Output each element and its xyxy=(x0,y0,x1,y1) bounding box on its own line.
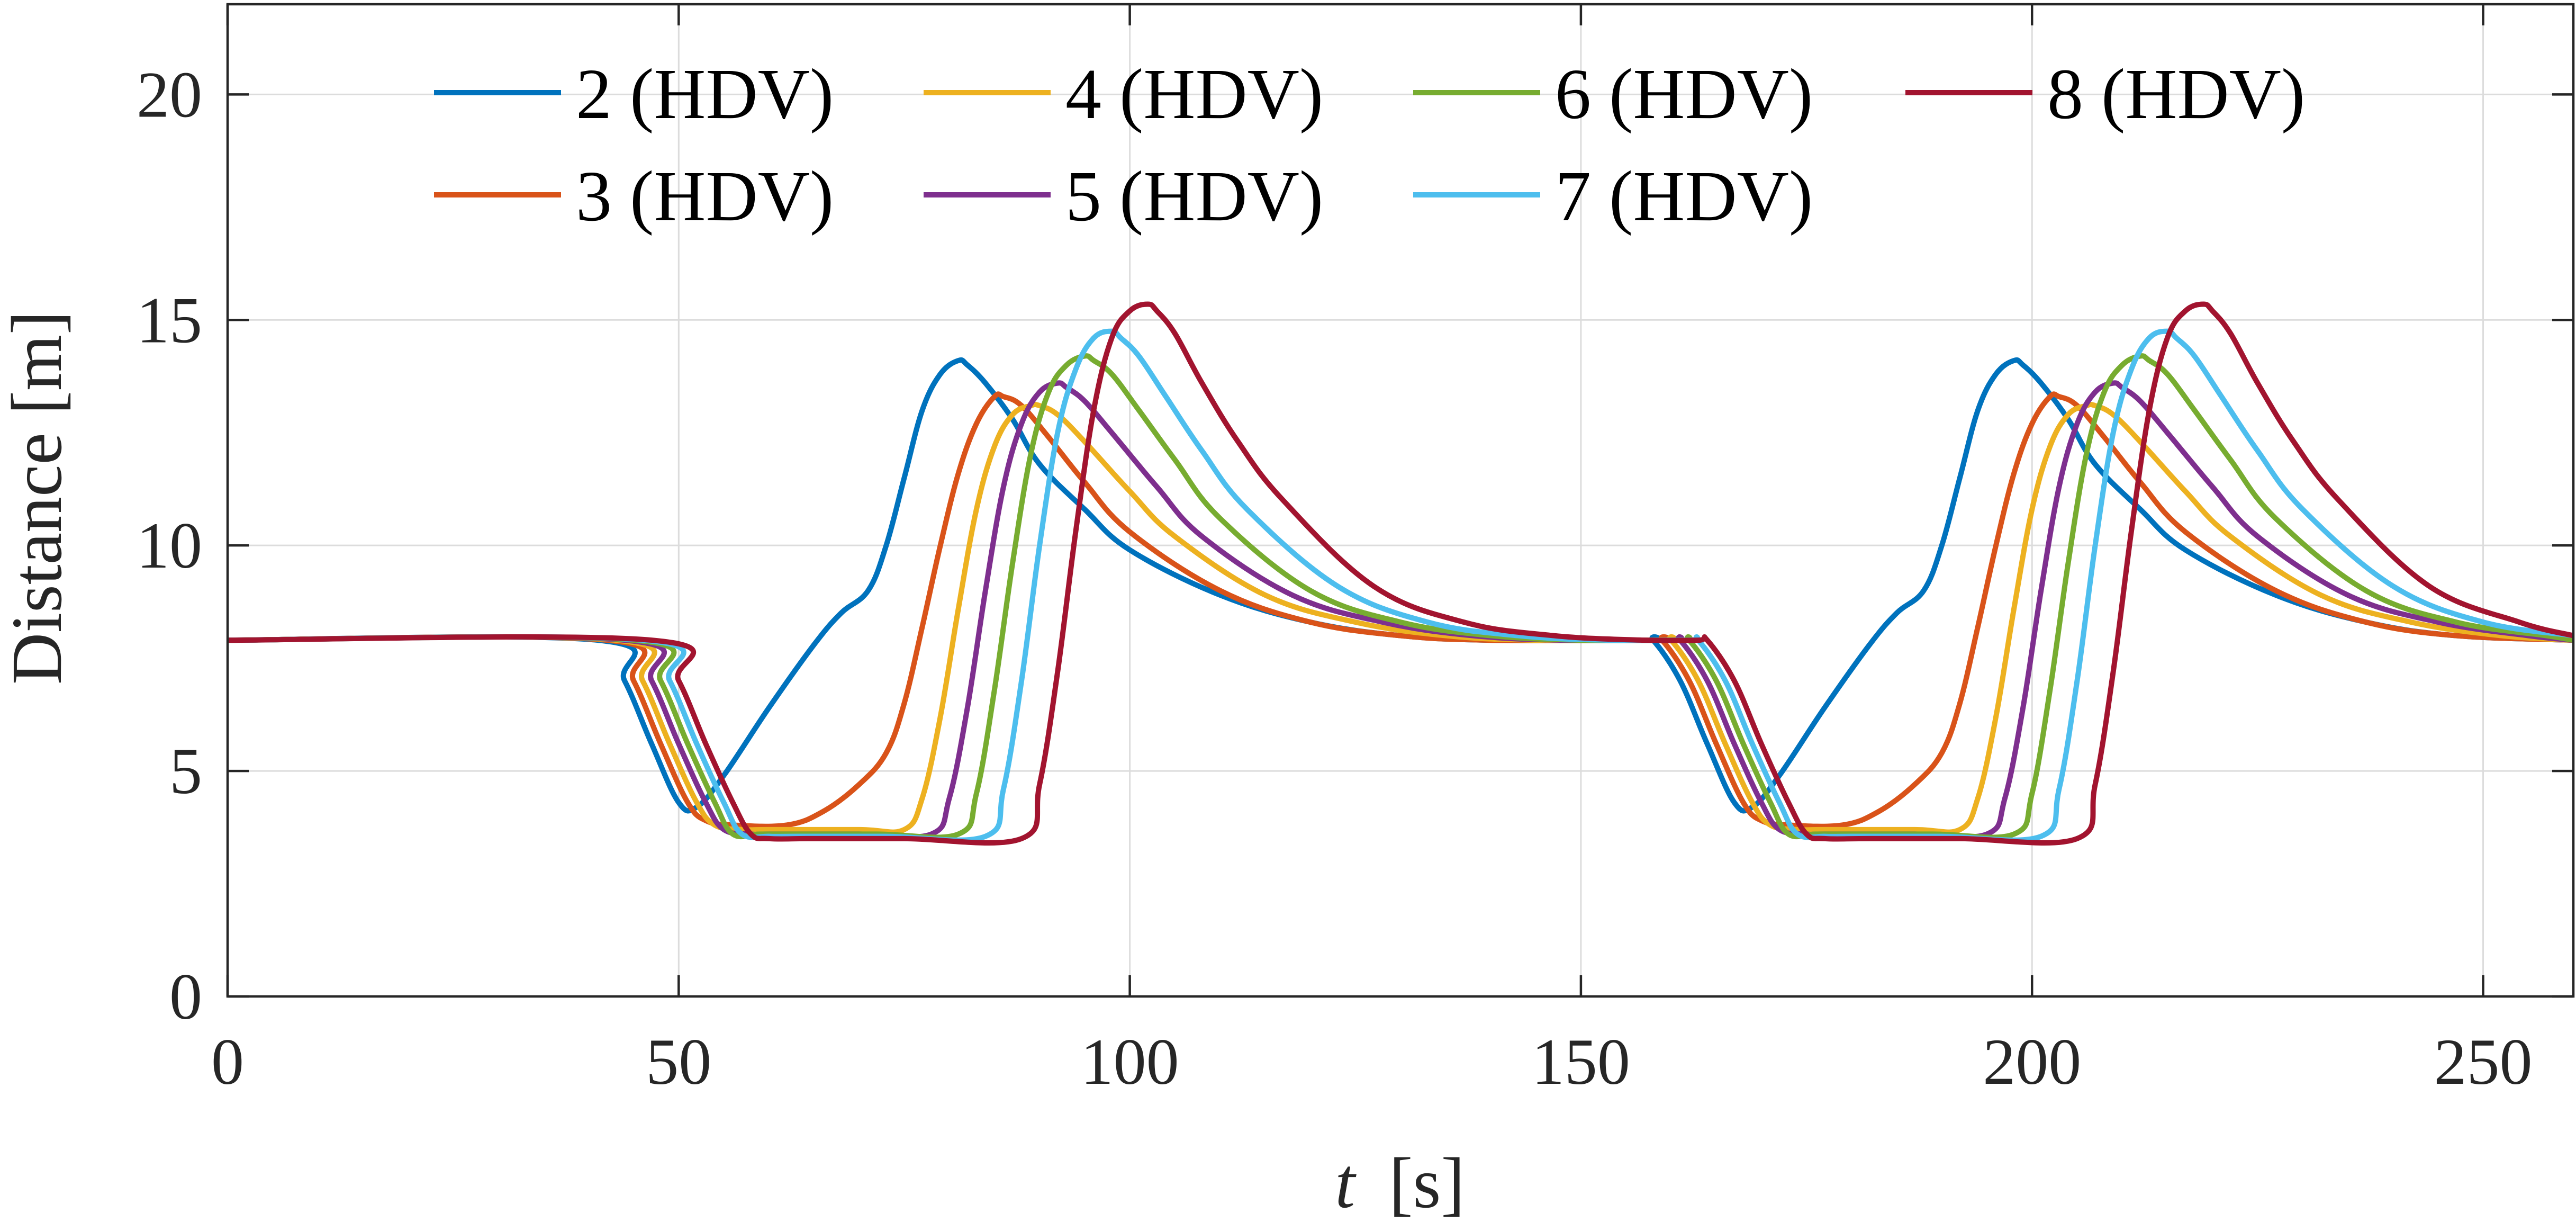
x-tick-label: 200 xyxy=(1983,1026,2081,1098)
x-tick-label: 250 xyxy=(2434,1026,2533,1098)
y-axis-label: Distance [m] xyxy=(0,311,77,685)
legend-label: 8 (HDV) xyxy=(2047,55,2305,134)
x-tick-label: 0 xyxy=(211,1026,244,1098)
legend-label: 2 (HDV) xyxy=(576,55,834,134)
y-tick-label: 0 xyxy=(169,960,202,1033)
legend: 2 (HDV) 3 (HDV) 4 (HDV) 5 (HDV) 6 (HDV) 7 (HD… xyxy=(434,55,2305,236)
legend-label: 7 (HDV) xyxy=(1555,157,1813,236)
y-tick-label: 15 xyxy=(137,284,202,356)
y-tick-label: 20 xyxy=(137,58,202,131)
axes xyxy=(226,3,2575,998)
x-axis-label-unit: [s] xyxy=(1389,1144,1465,1223)
legend-label: 6 (HDV) xyxy=(1555,55,1813,134)
series-line xyxy=(228,301,2573,846)
x-axis-label-variable: t xyxy=(1335,1144,1357,1223)
series-lines xyxy=(228,301,2573,846)
legend-label: 3 (HDV) xyxy=(576,157,834,236)
axis-labels: t [s] Distance [m] xyxy=(0,311,1465,1223)
legend-label: 5 (HDV) xyxy=(1065,157,1323,236)
y-tick-label: 5 xyxy=(169,735,202,807)
tick-labels: 0 50 100 150 200 250 0 5 10 15 20 xyxy=(137,58,2533,1098)
legend-label: 4 (HDV) xyxy=(1065,55,1323,134)
x-tick-label: 150 xyxy=(1532,1026,1630,1098)
x-axis-label: t [s] xyxy=(1335,1144,1465,1223)
x-tick-label: 100 xyxy=(1081,1026,1179,1098)
y-tick-label: 10 xyxy=(137,509,202,582)
plot-frame xyxy=(226,3,2575,998)
x-tick-label: 50 xyxy=(646,1026,711,1098)
